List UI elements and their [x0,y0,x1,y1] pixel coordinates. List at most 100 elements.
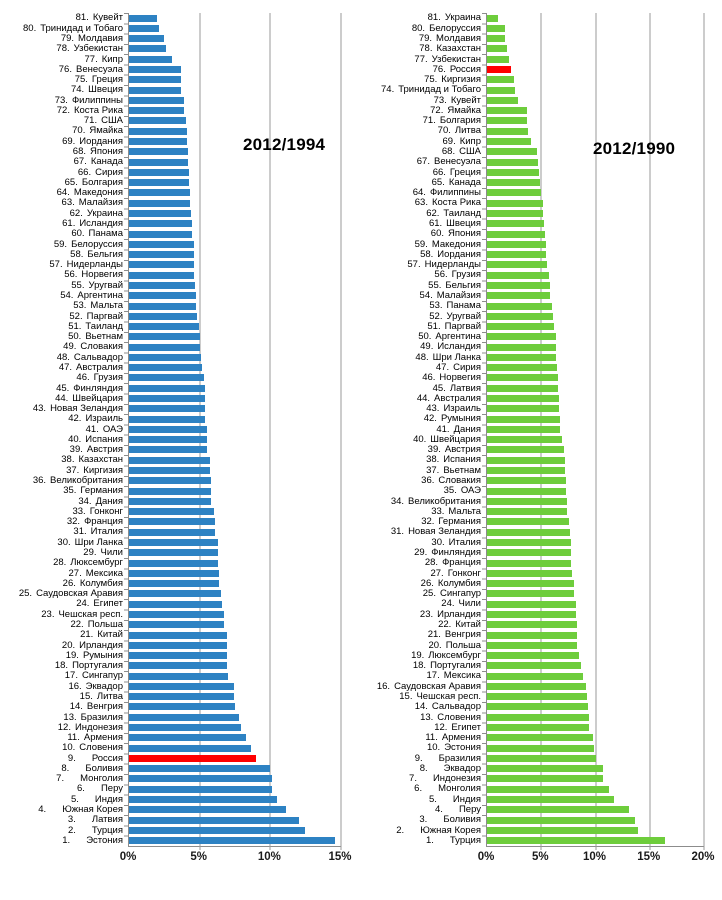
category-name: Кипр [101,53,123,65]
bar-row [129,537,341,547]
category-name: Монголия [80,773,123,785]
category-name: Испания [85,433,123,445]
bar [487,713,589,721]
bar [129,837,336,845]
bar-row [487,404,704,414]
category-label: 67. Канада [0,157,128,167]
bar [129,384,205,392]
category-rank: 39. [69,444,83,456]
bar [129,343,201,351]
category-name: Литва [454,125,481,137]
category-rank: 8. [61,762,70,774]
category-name: Швейцария [72,392,123,404]
category-name: Сингапур [81,670,123,682]
bar [487,775,604,783]
category-name: Бельгия [87,248,123,260]
category-label: 47. Сирия [341,363,486,373]
category-rank: 35. [443,485,457,497]
bar-row [487,661,704,671]
highlighted-bar [129,754,257,762]
bar [487,621,577,629]
category-rank: 8. [419,762,428,774]
category-label: 67. Венесуэла [341,157,486,167]
category-label: 33. Гонконг [0,507,128,517]
category-label: 40. Испания [0,435,128,445]
bar [129,138,187,146]
category-rank: 17. [64,670,78,682]
x-axis-tick-label: 15% [637,851,661,863]
bar-row [129,147,341,157]
category-rank: 44. [55,392,69,404]
bar-row [129,260,341,270]
category-rank: 41. [436,423,450,435]
category-rank: 67. [416,156,430,168]
category-name: Венесуэла [433,156,481,168]
bar [129,672,228,680]
category-rank: 30. [57,536,71,548]
bar-row [129,620,341,630]
category-label: 29. Чили [0,548,128,558]
bar-row [129,54,341,64]
category-name: Новая Зеландия [50,403,123,415]
bar-row [487,507,704,517]
bar-row [487,486,704,496]
category-rank: 64. [412,187,426,199]
bar-row [129,784,341,794]
category-rank: 36. [421,475,435,487]
category-label: 68. США [341,147,486,157]
bar [129,220,192,228]
category-name: Франция [84,516,123,528]
bar [487,45,507,53]
category-name: Колумбия [437,577,481,589]
category-label: 5. Индия [341,794,486,804]
category-name: Эквадор [443,762,481,774]
bar-row [129,609,341,619]
category-rank: 72. [56,104,70,116]
category-label: 2. Турция [0,825,128,835]
bar [487,682,586,690]
category-name: Украина [444,12,481,24]
category-rank: 15. [399,690,413,702]
bar [129,652,228,660]
category-name: США [459,146,481,158]
category-name: Норвегия [439,372,481,384]
category-name: Чили [458,598,482,610]
bar [487,189,542,197]
bar-row [487,702,704,712]
category-rank: 11. [425,732,438,744]
category-rank: 44. [416,392,431,404]
category-rank: 74. [381,84,395,96]
bar-row [487,722,704,732]
category-label: 52. Паргвай [0,311,128,321]
category-name: Австралия [76,361,123,373]
bar-row [487,764,704,774]
category-name: Швейцария [430,433,481,445]
category-axis-ticks [482,13,487,846]
category-rank: 78. [419,43,433,55]
bar [129,35,165,43]
bar [129,374,204,382]
bar-row [487,229,704,239]
category-label: 29. Финляндия [341,548,486,558]
bar [487,343,556,351]
bar-row [129,589,341,599]
category-rank: 49. [420,341,434,353]
bar-row [129,311,341,321]
category-label: 62. Украина [0,208,128,218]
bar [129,96,185,104]
category-label: 45. Латвия [341,383,486,393]
bar [487,456,566,464]
bar [487,168,539,176]
chart-2012-1990: 81. Украина 80. Белоруссия 79. Молдавия 78. Каз… [341,12,715,869]
category-name: Ирландия [79,639,123,651]
category-name: Финляндия [73,382,123,394]
bar-row [487,147,704,157]
category-label: 70. Литва [341,126,486,136]
bar [487,209,544,217]
bar [487,672,584,680]
category-name: Турция [91,824,123,836]
bar [129,55,173,63]
bar [129,713,240,721]
bar-row [129,342,341,352]
category-name: Румыния [440,413,481,425]
